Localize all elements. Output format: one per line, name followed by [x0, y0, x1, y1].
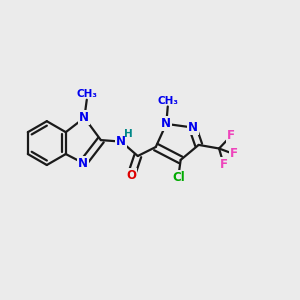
- Text: N: N: [80, 111, 89, 124]
- Text: F: F: [230, 147, 238, 161]
- Text: N: N: [188, 121, 198, 134]
- Text: N: N: [116, 135, 126, 148]
- Text: Cl: Cl: [172, 171, 184, 184]
- Text: O: O: [126, 169, 136, 182]
- Text: H: H: [124, 129, 133, 139]
- Text: CH₃: CH₃: [157, 96, 178, 106]
- Text: F: F: [220, 158, 228, 171]
- Text: N: N: [78, 157, 88, 169]
- Text: CH₃: CH₃: [76, 89, 97, 99]
- Text: N: N: [161, 117, 171, 130]
- Text: F: F: [227, 129, 235, 142]
